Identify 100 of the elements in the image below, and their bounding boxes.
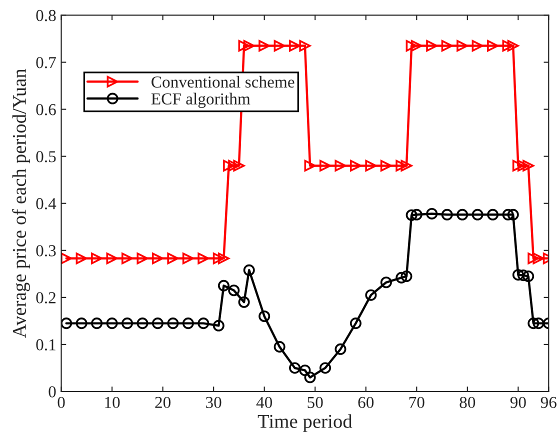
point xyxy=(218,252,230,264)
point xyxy=(167,318,179,330)
point xyxy=(274,341,286,353)
point xyxy=(396,160,408,172)
point xyxy=(289,40,301,52)
point xyxy=(182,318,194,330)
point xyxy=(350,160,362,172)
point xyxy=(507,208,519,220)
point xyxy=(218,280,230,292)
point xyxy=(198,318,210,330)
point xyxy=(243,264,255,276)
y-tick-label: 0.7 xyxy=(36,56,56,68)
point xyxy=(517,270,530,282)
point xyxy=(106,318,118,330)
point xyxy=(507,40,519,52)
point xyxy=(198,252,210,264)
point xyxy=(299,40,311,52)
point xyxy=(228,160,240,172)
point xyxy=(365,160,377,172)
point xyxy=(228,284,240,296)
point xyxy=(304,160,316,172)
point xyxy=(76,252,88,264)
point xyxy=(472,40,484,52)
point xyxy=(400,270,412,282)
point xyxy=(502,208,514,220)
point xyxy=(258,310,270,322)
y-tick-label: 0.4 xyxy=(36,198,56,210)
x-tick-label: 0 xyxy=(58,396,65,408)
point xyxy=(320,160,332,172)
point xyxy=(91,252,103,264)
point xyxy=(212,320,224,332)
point xyxy=(528,318,540,330)
point xyxy=(320,362,332,374)
point xyxy=(91,318,103,330)
point xyxy=(122,318,134,330)
y-tick-label: 0.3 xyxy=(36,245,56,256)
x-tick-label: 70 xyxy=(409,396,424,408)
point xyxy=(456,208,468,220)
point xyxy=(167,252,179,264)
point xyxy=(487,40,499,52)
x-tick-label: 96 xyxy=(540,396,556,408)
point xyxy=(182,252,194,264)
y-tick-label: 0.8 xyxy=(36,10,56,22)
point xyxy=(61,318,72,330)
point xyxy=(152,318,164,330)
x-tick-label: 90 xyxy=(510,396,526,408)
x-tick-label: 10 xyxy=(105,396,120,408)
y-tick-label: 0.6 xyxy=(36,104,56,116)
x-tick-label: 30 xyxy=(206,396,222,408)
point xyxy=(522,160,534,172)
point xyxy=(426,40,438,52)
point xyxy=(532,252,544,264)
point xyxy=(441,208,453,220)
y-axis-title: Average price of each period/Yuan xyxy=(12,68,30,338)
point xyxy=(238,40,250,52)
point xyxy=(426,208,438,220)
point xyxy=(152,252,164,264)
point xyxy=(274,40,286,52)
point xyxy=(61,252,72,264)
point xyxy=(528,252,540,264)
point xyxy=(396,272,408,284)
point xyxy=(512,160,524,172)
point xyxy=(233,160,245,172)
point xyxy=(136,318,148,330)
point xyxy=(512,269,524,281)
point xyxy=(106,252,118,264)
point xyxy=(334,160,346,172)
point xyxy=(258,40,270,52)
point xyxy=(410,40,422,52)
point xyxy=(410,208,422,220)
y-tick-label: 0.2 xyxy=(36,292,56,304)
point xyxy=(456,40,468,52)
point xyxy=(304,372,316,384)
point xyxy=(517,160,530,172)
point xyxy=(243,40,255,52)
x-tick-label: 40 xyxy=(256,396,272,408)
point xyxy=(406,209,418,221)
point xyxy=(502,40,514,52)
point xyxy=(212,252,224,264)
y-tick-label: 0 xyxy=(48,386,56,398)
x-tick-label: 50 xyxy=(308,396,323,408)
point xyxy=(238,296,250,308)
point xyxy=(406,40,418,52)
point xyxy=(136,252,148,264)
point xyxy=(350,318,362,330)
point xyxy=(400,160,412,172)
point xyxy=(76,318,88,330)
point xyxy=(223,160,235,172)
y-tick-label: 0.1 xyxy=(36,339,56,350)
point xyxy=(522,270,534,282)
x-tick-label: 20 xyxy=(155,396,171,408)
point xyxy=(441,40,453,52)
point xyxy=(289,362,301,374)
legend-label: ECF algorithm xyxy=(151,92,250,108)
y-tick-label: 0.5 xyxy=(36,151,56,162)
x-axis-title: Time period xyxy=(258,414,352,432)
point xyxy=(334,343,346,355)
point xyxy=(532,318,544,330)
x-tick-label: 80 xyxy=(460,396,476,408)
point xyxy=(380,160,392,172)
